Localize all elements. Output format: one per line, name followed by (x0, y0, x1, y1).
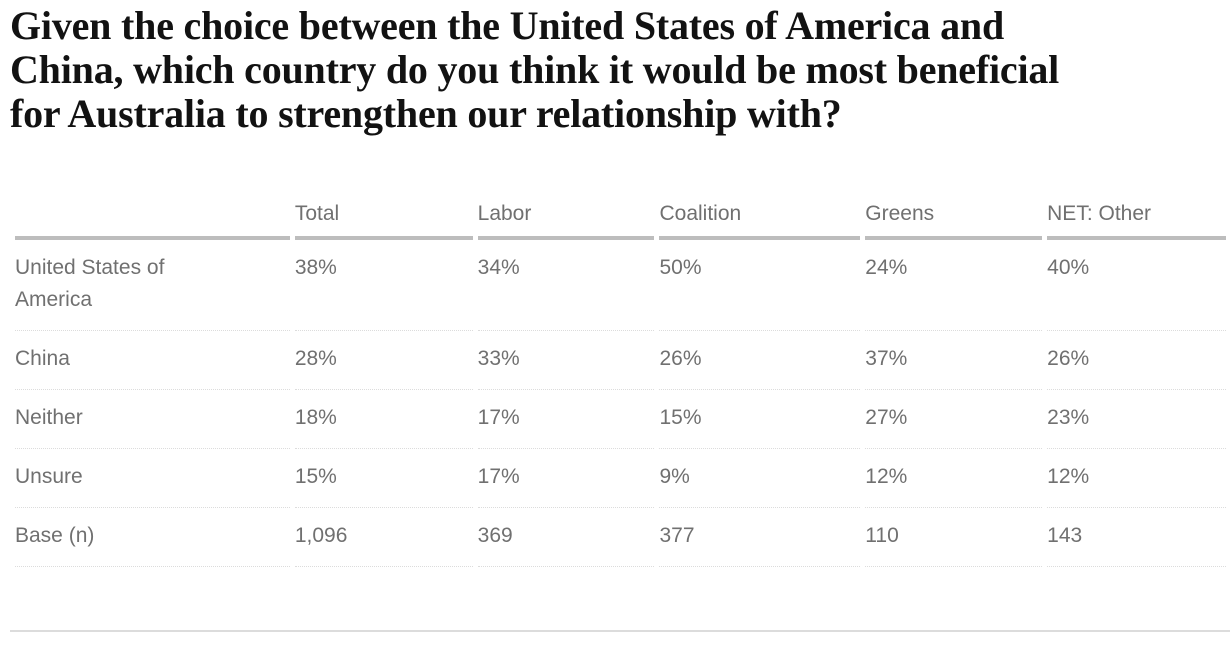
table-cell: 1,096 (294, 508, 473, 567)
table-row: Base (n) 1,096 369 377 110 143 (15, 508, 1226, 567)
table-cell: 12% (865, 449, 1043, 508)
table-cell: 15% (294, 449, 473, 508)
table-cell: 26% (1047, 331, 1226, 390)
table-cell: 369 (477, 508, 655, 567)
row-label: United States of America (15, 240, 290, 331)
table-cell: 23% (1047, 390, 1226, 449)
column-header-net-other: NET: Other (1047, 196, 1226, 240)
table-cell: 12% (1047, 449, 1226, 508)
table-cell: 28% (294, 331, 473, 390)
poll-table: Total Labor Coalition Greens NET: Other … (10, 196, 1230, 567)
table-cell: 18% (294, 390, 473, 449)
table-cell: 38% (294, 240, 473, 331)
header-row: Total Labor Coalition Greens NET: Other (15, 196, 1226, 240)
table-cell: 27% (865, 390, 1043, 449)
row-label: Unsure (15, 449, 290, 508)
table-cell: 9% (659, 449, 861, 508)
table-row: Unsure 15% 17% 9% 12% 12% (15, 449, 1226, 508)
title-line: China, which country do you think it wou… (10, 47, 1060, 92)
column-header-labor: Labor (477, 196, 655, 240)
table-cell: 34% (477, 240, 655, 331)
column-header-label (15, 196, 290, 240)
table-row: United States of America 38% 34% 50% 24% 40% (15, 240, 1226, 331)
table-cell: 377 (659, 508, 861, 567)
table-cell: 50% (659, 240, 861, 331)
column-header-coalition: Coalition (659, 196, 861, 240)
bottom-divider (10, 630, 1230, 632)
table-cell: 143 (1047, 508, 1226, 567)
row-label: China (15, 331, 290, 390)
page-title: Given the choice between the United Stat… (10, 4, 1059, 136)
title-line: for Australia to strengthen our relation… (10, 91, 842, 136)
table-cell: 33% (477, 331, 655, 390)
column-header-total: Total (294, 196, 473, 240)
table-cell: 26% (659, 331, 861, 390)
table-cell: 17% (477, 449, 655, 508)
table-cell: 15% (659, 390, 861, 449)
row-label: Base (n) (15, 508, 290, 567)
table-cell: 24% (865, 240, 1043, 331)
row-label: Neither (15, 390, 290, 449)
table-cell: 37% (865, 331, 1043, 390)
column-header-greens: Greens (865, 196, 1043, 240)
table-cell: 17% (477, 390, 655, 449)
table-row: China 28% 33% 26% 37% 26% (15, 331, 1226, 390)
table-cell: 40% (1047, 240, 1226, 331)
table-row: Neither 18% 17% 15% 27% 23% (15, 390, 1226, 449)
title-line: Given the choice between the United Stat… (10, 3, 1005, 48)
table-cell: 110 (865, 508, 1043, 567)
